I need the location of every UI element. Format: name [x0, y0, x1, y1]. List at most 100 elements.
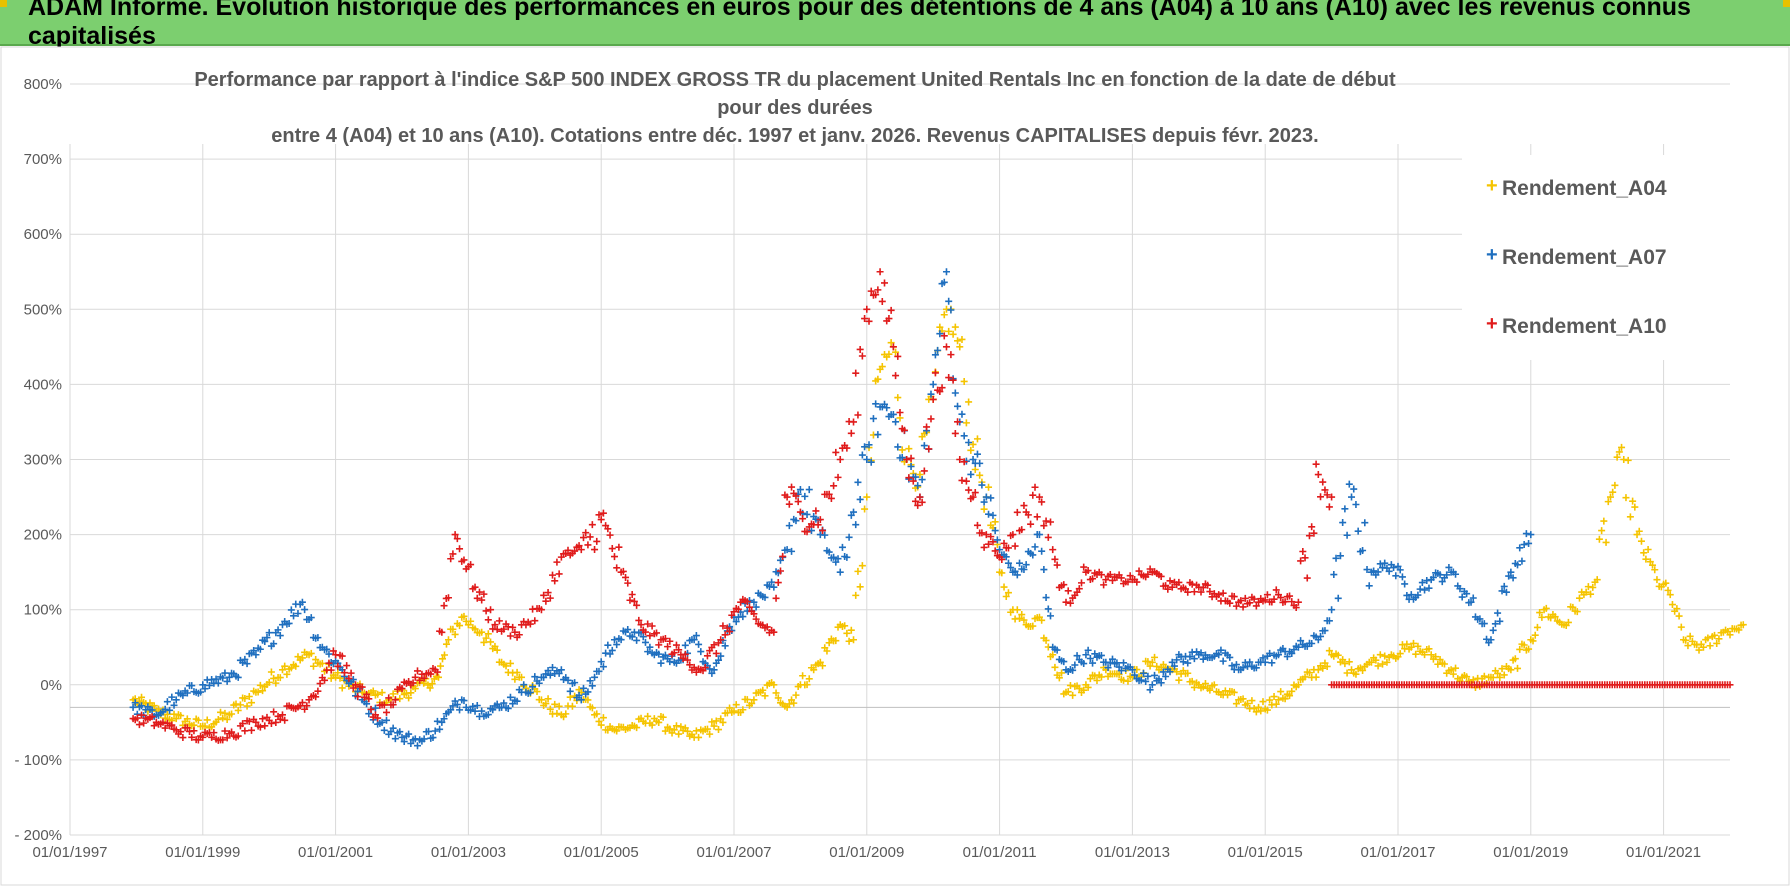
data-point [1370, 567, 1378, 575]
data-point [586, 533, 594, 541]
data-point [1505, 665, 1513, 673]
data-point [504, 704, 512, 712]
data-point [502, 662, 510, 670]
data-point [894, 352, 902, 360]
data-point [1423, 577, 1431, 585]
data-point [327, 666, 335, 674]
data-point [349, 684, 357, 692]
data-point [480, 590, 488, 598]
data-point [1277, 688, 1285, 696]
data-point [336, 674, 344, 682]
data-point [967, 446, 975, 454]
data-point [506, 659, 514, 667]
data-point [1283, 653, 1291, 661]
data-point [1097, 571, 1105, 579]
data-point [604, 726, 612, 734]
data-point [138, 711, 146, 719]
data-point [1458, 593, 1466, 601]
data-point [942, 268, 950, 276]
data-point [1188, 580, 1196, 588]
data-point [199, 681, 207, 689]
data-point [511, 675, 519, 683]
data-point [256, 645, 264, 653]
data-point [542, 597, 550, 605]
data-point [500, 625, 508, 633]
data-point [1126, 672, 1134, 680]
data-point [1531, 631, 1539, 639]
data-point [1097, 673, 1105, 681]
data-point [1365, 658, 1373, 666]
data-point [453, 701, 461, 709]
data-point [148, 706, 156, 714]
data-point [1184, 588, 1192, 596]
data-point [321, 676, 329, 684]
data-point [1308, 523, 1316, 531]
data-point [1452, 664, 1460, 672]
data-point [728, 611, 736, 619]
data-point [892, 372, 900, 380]
data-point [1312, 460, 1320, 468]
data-point [1073, 588, 1081, 596]
data-point [1080, 686, 1088, 694]
data-point [1246, 599, 1254, 607]
data-point [1310, 529, 1318, 537]
data-point [869, 415, 877, 423]
x-tick-label: 01/01/2001 [298, 844, 373, 861]
data-point [1193, 679, 1201, 687]
data-point [416, 676, 424, 684]
data-point [1204, 581, 1212, 589]
data-point [985, 510, 993, 518]
data-point [531, 673, 539, 681]
y-tick-label: - 100% [14, 752, 62, 769]
data-point [834, 473, 842, 481]
data-point [1704, 634, 1712, 642]
data-point [579, 534, 587, 542]
data-point [438, 628, 446, 636]
data-point [1443, 571, 1451, 579]
data-point [661, 727, 669, 735]
data-point [531, 617, 539, 625]
data-point [467, 617, 475, 625]
legend-item-a07: + Rendement_A07 [1486, 244, 1667, 270]
banner-title: ADAM Informe. Evolution historique des p… [28, 0, 1691, 50]
data-point [1044, 533, 1052, 541]
data-point [1686, 632, 1694, 640]
data-point [781, 491, 789, 499]
data-point [1100, 658, 1108, 666]
data-point [480, 638, 488, 646]
data-point [958, 335, 966, 343]
data-point [564, 546, 572, 554]
data-point [1272, 652, 1280, 660]
y-tick-label: 200% [24, 527, 62, 544]
data-point [1173, 656, 1181, 664]
data-point [1469, 594, 1477, 602]
data-point [814, 660, 822, 668]
data-point [1042, 517, 1050, 525]
data-point [867, 458, 875, 466]
data-point [405, 694, 413, 702]
corner-marker-left [0, 0, 7, 7]
data-point [599, 509, 607, 517]
data-point [221, 727, 229, 735]
data-point [1257, 707, 1265, 715]
data-point [894, 443, 902, 451]
data-point [1323, 491, 1331, 499]
data-point [969, 440, 977, 448]
data-point [613, 564, 621, 572]
data-point [595, 667, 603, 675]
data-point [1323, 662, 1331, 670]
data-point [1715, 635, 1723, 643]
data-point [493, 625, 501, 633]
data-point [272, 679, 280, 687]
data-point [1334, 594, 1342, 602]
data-point [1033, 614, 1041, 622]
data-point [334, 662, 342, 670]
data-point [290, 612, 298, 620]
data-point [398, 733, 406, 741]
data-point [555, 570, 563, 578]
data-point [1489, 674, 1497, 681]
data-point [140, 719, 148, 727]
data-point [628, 591, 636, 599]
data-point [1520, 541, 1528, 549]
data-point [692, 727, 700, 735]
